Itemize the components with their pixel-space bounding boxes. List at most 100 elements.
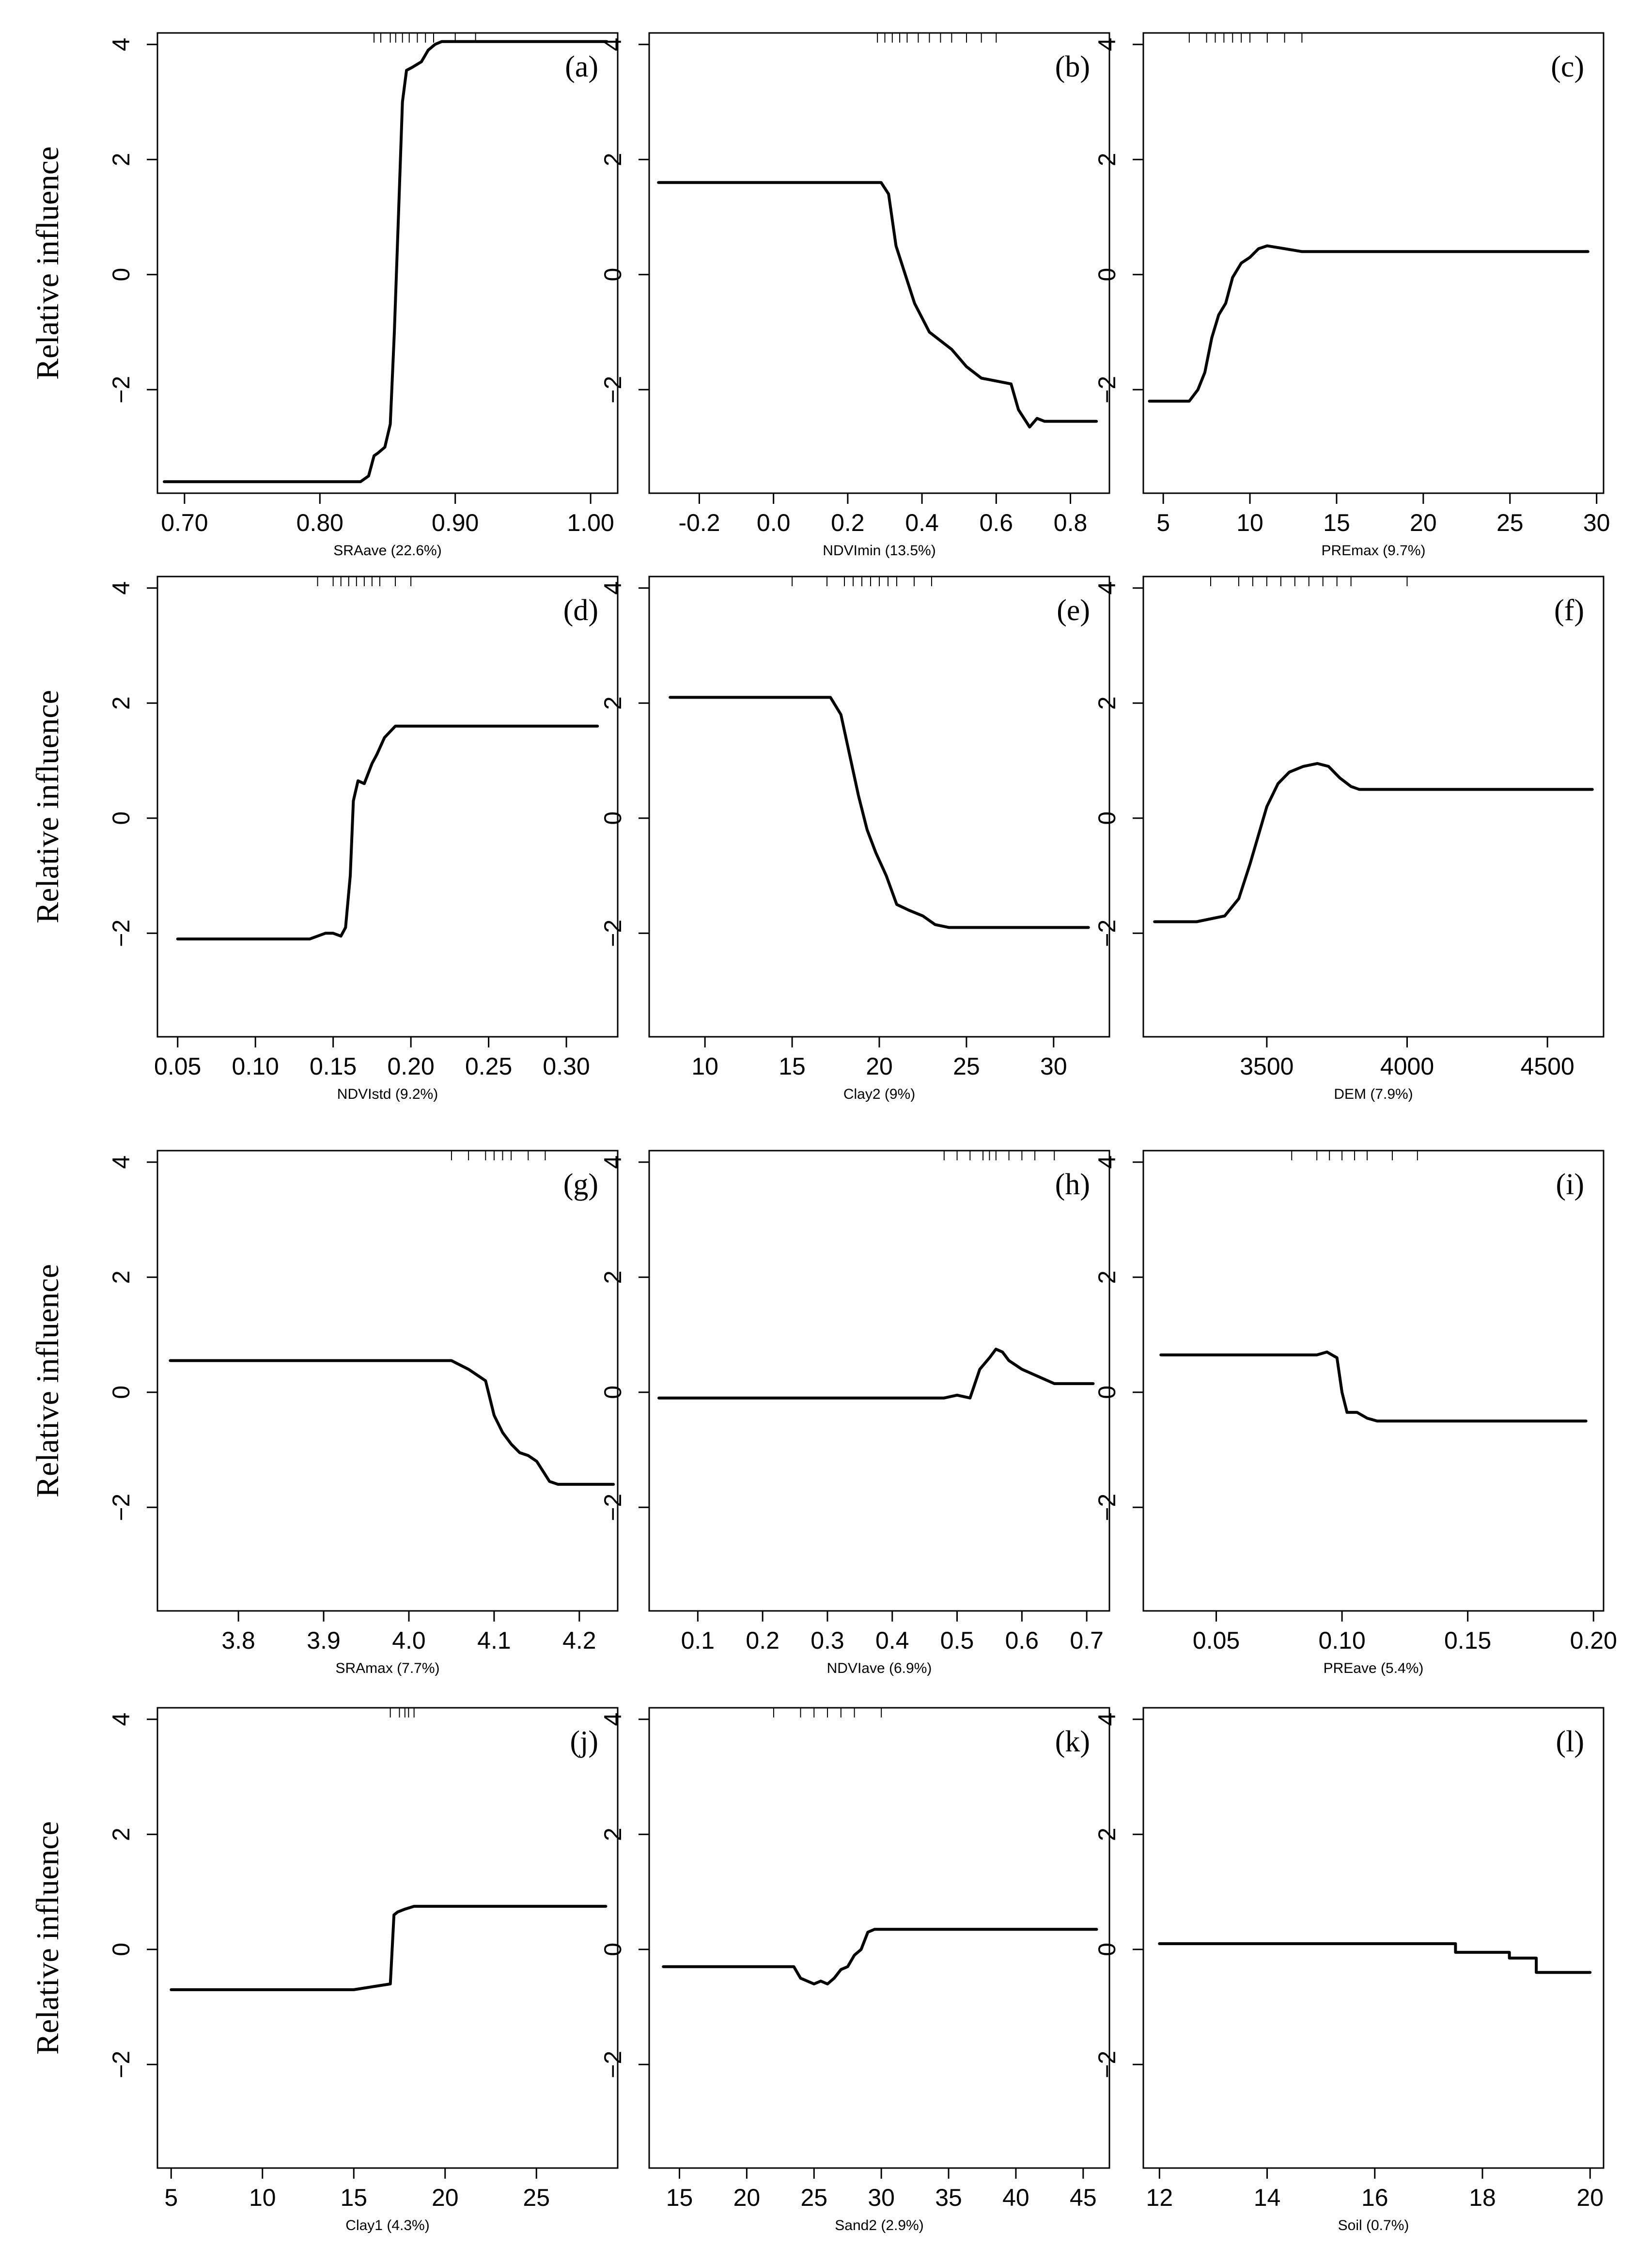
x-tick-label: 0.6: [1005, 1627, 1039, 1654]
x-axis-label: PREave (5.4%): [1324, 1660, 1424, 1676]
panel-label: (e): [1057, 594, 1090, 627]
y-tick-label: 0: [1093, 1943, 1121, 1956]
x-axis-label: PREmax (9.7%): [1321, 543, 1425, 559]
series-line: [163, 40, 608, 484]
x-tick-label: 0.8: [1054, 509, 1088, 536]
panel-label: (b): [1055, 50, 1090, 83]
y-tick-label: 4: [1093, 1713, 1121, 1726]
y-tick-label: 2: [108, 153, 135, 166]
x-tick-label: 20: [1576, 2184, 1604, 2211]
x-tick-label: 0.10: [1318, 1627, 1365, 1654]
plot-frame: [648, 1150, 1110, 1612]
series-line: [170, 1904, 608, 1991]
series-line: [169, 1359, 615, 1486]
x-tick-label: 0.4: [875, 1627, 909, 1654]
y-tick-label: 0: [1093, 1386, 1121, 1399]
x-axis-label: Soil (0.7%): [1338, 2217, 1409, 2233]
plot-frame: [648, 576, 1110, 1038]
chart-panel: 3.8 3.9 4.0 4.1 4.2 4 2 0 −2 (g) SRAmax (7.7%) Rela…: [30, 1150, 619, 1676]
x-tick-label: 20: [733, 2184, 761, 2211]
y-tick-label: −2: [108, 376, 135, 404]
chart-panel: 0.05 0.10 0.15 0.20 0.25 0.30 4 2 0 −2 (d) NDVIstd …: [30, 576, 619, 1102]
plot-frame: [156, 32, 619, 494]
x-tick-label: 0.3: [810, 1627, 844, 1654]
x-tick-label: 4.2: [562, 1627, 596, 1654]
x-tick-label: 3.8: [221, 1627, 255, 1654]
x-tick-label: 4.0: [392, 1627, 426, 1654]
plot-frame: [1142, 1707, 1605, 2169]
x-tick-label: 0.15: [1444, 1627, 1491, 1654]
y-tick-label: 4: [1093, 38, 1121, 51]
plot-frame: [1142, 1150, 1605, 1612]
x-tick-label: 5: [1156, 509, 1170, 536]
y-tick-label: 4: [599, 1155, 626, 1169]
y-axis-label: Relative influence: [30, 690, 65, 923]
x-tick-label: 0.2: [831, 509, 865, 536]
y-tick-label: −2: [108, 1494, 135, 1521]
x-tick-label: 3.9: [307, 1627, 341, 1654]
y-tick-label: 2: [599, 1270, 626, 1284]
panel-label: (j): [570, 1725, 598, 1758]
y-tick-label: 4: [599, 581, 626, 595]
series-line: [1158, 1942, 1592, 1974]
series-line: [669, 696, 1090, 929]
plot-frame: [156, 1707, 619, 2169]
x-tick-label: 14: [1254, 2184, 1281, 2211]
panel-label: (a): [565, 50, 598, 83]
x-tick-label: 10: [1236, 509, 1263, 536]
chart-panel: 0.70 0.80 0.90 1.00 4 2 0 −2 (a) SRAave (22.6%) Re…: [30, 32, 619, 559]
x-tick-label: 40: [1002, 2184, 1029, 2211]
y-tick-label: 0: [1093, 812, 1121, 825]
x-tick-label: 10: [691, 1053, 718, 1080]
y-tick-label: 4: [108, 38, 135, 51]
x-tick-label: 0.10: [232, 1053, 279, 1080]
x-tick-label: -0.2: [678, 509, 720, 536]
y-tick-label: −2: [108, 920, 135, 947]
y-axis-label: Relative influence: [30, 1264, 65, 1498]
x-tick-label: 0.5: [940, 1627, 974, 1654]
x-tick-label: 20: [432, 2184, 459, 2211]
x-tick-label: 3500: [1240, 1053, 1294, 1080]
chart-panel: 3500 4000 4500 4 2 0 −2 (f) DEM (7.9%): [1093, 576, 1605, 1102]
plot-frame: [156, 576, 619, 1038]
y-tick-label: 2: [1093, 1827, 1121, 1841]
x-tick-label: 5: [164, 2184, 178, 2211]
y-axis-label: Relative influence: [30, 146, 65, 380]
y-tick-label: −2: [1093, 2051, 1121, 2078]
y-tick-label: 2: [1093, 1270, 1121, 1284]
x-tick-label: 25: [953, 1053, 980, 1080]
y-tick-label: −2: [599, 376, 626, 404]
y-tick-label: 2: [108, 1270, 135, 1284]
x-axis-label: NDVIstd (9.2%): [337, 1086, 438, 1102]
x-tick-label: 30: [868, 2184, 895, 2211]
y-tick-label: 0: [1093, 268, 1121, 281]
x-tick-label: 0.05: [1193, 1627, 1240, 1654]
x-tick-label: 25: [523, 2184, 550, 2211]
x-tick-label: 30: [1583, 509, 1610, 536]
x-tick-label: 0.90: [432, 509, 479, 536]
y-tick-label: −2: [599, 1494, 626, 1521]
x-axis-label: NDVIave (6.9%): [827, 1660, 932, 1676]
x-tick-label: 30: [1040, 1053, 1067, 1080]
x-tick-label: 35: [935, 2184, 962, 2211]
y-tick-label: 4: [108, 1713, 135, 1726]
x-tick-label: 0.70: [161, 509, 208, 536]
x-tick-label: 0.7: [1070, 1627, 1104, 1654]
x-tick-label: 12: [1146, 2184, 1173, 2211]
y-axis-label: Relative influence: [30, 1821, 65, 2055]
x-tick-label: 0.25: [465, 1053, 512, 1080]
series-line: [1153, 762, 1594, 923]
y-tick-label: −2: [1093, 920, 1121, 947]
x-tick-label: 20: [1410, 509, 1437, 536]
x-tick-label: 0.0: [757, 509, 791, 536]
y-tick-label: 4: [108, 581, 135, 595]
x-tick-label: 0.4: [905, 509, 939, 536]
y-tick-label: 4: [599, 1713, 626, 1726]
series-line: [662, 1928, 1098, 1985]
x-tick-label: 4.1: [477, 1627, 511, 1654]
y-tick-label: −2: [1093, 376, 1121, 404]
x-tick-label: 15: [1323, 509, 1350, 536]
series-line: [657, 1347, 1095, 1400]
x-axis-label: NDVImin (13.5%): [823, 543, 935, 559]
